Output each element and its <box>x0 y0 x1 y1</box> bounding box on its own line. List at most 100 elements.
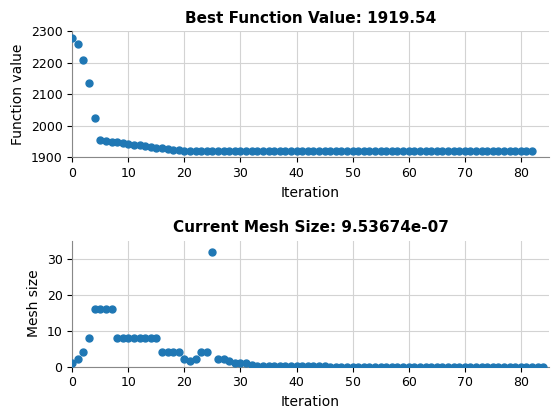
Point <box>185 358 194 365</box>
Point <box>511 148 520 155</box>
Point <box>427 148 436 155</box>
Point <box>444 363 452 370</box>
Point <box>421 148 430 155</box>
Point <box>449 363 458 370</box>
Point <box>399 363 408 370</box>
Point <box>90 306 99 312</box>
Point <box>466 363 475 370</box>
Point <box>146 144 155 150</box>
Point <box>135 334 144 341</box>
Point <box>124 140 133 147</box>
Point <box>247 148 256 155</box>
Point <box>258 148 267 155</box>
Point <box>304 148 312 155</box>
Point <box>438 363 447 370</box>
Point <box>427 363 436 370</box>
Point <box>213 148 222 155</box>
Point <box>174 147 183 154</box>
Point <box>135 142 144 149</box>
Point <box>236 148 245 155</box>
Y-axis label: Mesh size: Mesh size <box>27 270 41 338</box>
Point <box>432 148 441 155</box>
Point <box>281 148 290 155</box>
X-axis label: Iteration: Iteration <box>281 395 340 409</box>
Point <box>73 356 82 363</box>
Point <box>354 363 363 370</box>
Point <box>416 148 424 155</box>
Point <box>129 334 138 341</box>
Point <box>483 148 492 155</box>
Point <box>157 349 166 356</box>
Point <box>276 148 284 155</box>
Point <box>438 148 447 155</box>
Point <box>241 360 250 366</box>
Point <box>404 363 413 370</box>
Point <box>320 148 329 155</box>
Point <box>79 56 88 63</box>
Point <box>118 334 127 341</box>
Point <box>264 362 273 369</box>
Point <box>371 363 380 370</box>
Point <box>292 363 301 370</box>
Point <box>477 148 486 155</box>
Point <box>287 363 296 370</box>
Point <box>315 148 324 155</box>
Point <box>141 143 150 150</box>
Point <box>337 148 346 155</box>
Y-axis label: Function value: Function value <box>11 44 25 145</box>
Point <box>309 363 318 370</box>
Point <box>399 148 408 155</box>
Point <box>393 363 402 370</box>
Point <box>169 349 178 356</box>
Point <box>124 334 133 341</box>
Point <box>230 148 239 155</box>
Point <box>298 148 307 155</box>
Point <box>96 306 105 312</box>
Point <box>533 363 542 370</box>
Point <box>225 358 234 365</box>
Point <box>191 148 200 155</box>
Point <box>505 148 514 155</box>
Point <box>287 148 296 155</box>
Point <box>101 306 110 312</box>
Point <box>365 148 374 155</box>
Point <box>258 362 267 369</box>
Point <box>107 138 116 145</box>
Point <box>376 148 385 155</box>
Point <box>298 363 307 370</box>
Point <box>281 363 290 370</box>
Point <box>466 148 475 155</box>
Point <box>455 363 464 370</box>
Point <box>202 148 211 155</box>
Point <box>483 363 492 370</box>
Point <box>68 34 77 41</box>
Point <box>371 148 380 155</box>
X-axis label: Iteration: Iteration <box>281 186 340 200</box>
Point <box>113 334 122 341</box>
Point <box>101 138 110 144</box>
Point <box>113 139 122 146</box>
Point <box>157 145 166 152</box>
Point <box>326 363 335 370</box>
Title: Best Function Value: 1919.54: Best Function Value: 1919.54 <box>185 11 436 26</box>
Point <box>107 306 116 312</box>
Point <box>343 363 352 370</box>
Point <box>332 363 340 370</box>
Point <box>416 363 424 370</box>
Point <box>202 349 211 356</box>
Point <box>376 363 385 370</box>
Point <box>129 142 138 148</box>
Point <box>163 146 172 152</box>
Point <box>174 349 183 356</box>
Point <box>382 148 391 155</box>
Point <box>118 140 127 147</box>
Point <box>326 148 335 155</box>
Point <box>472 148 480 155</box>
Point <box>348 148 357 155</box>
Point <box>337 363 346 370</box>
Point <box>500 363 508 370</box>
Point <box>253 148 262 155</box>
Point <box>68 360 77 366</box>
Point <box>382 363 391 370</box>
Point <box>213 356 222 363</box>
